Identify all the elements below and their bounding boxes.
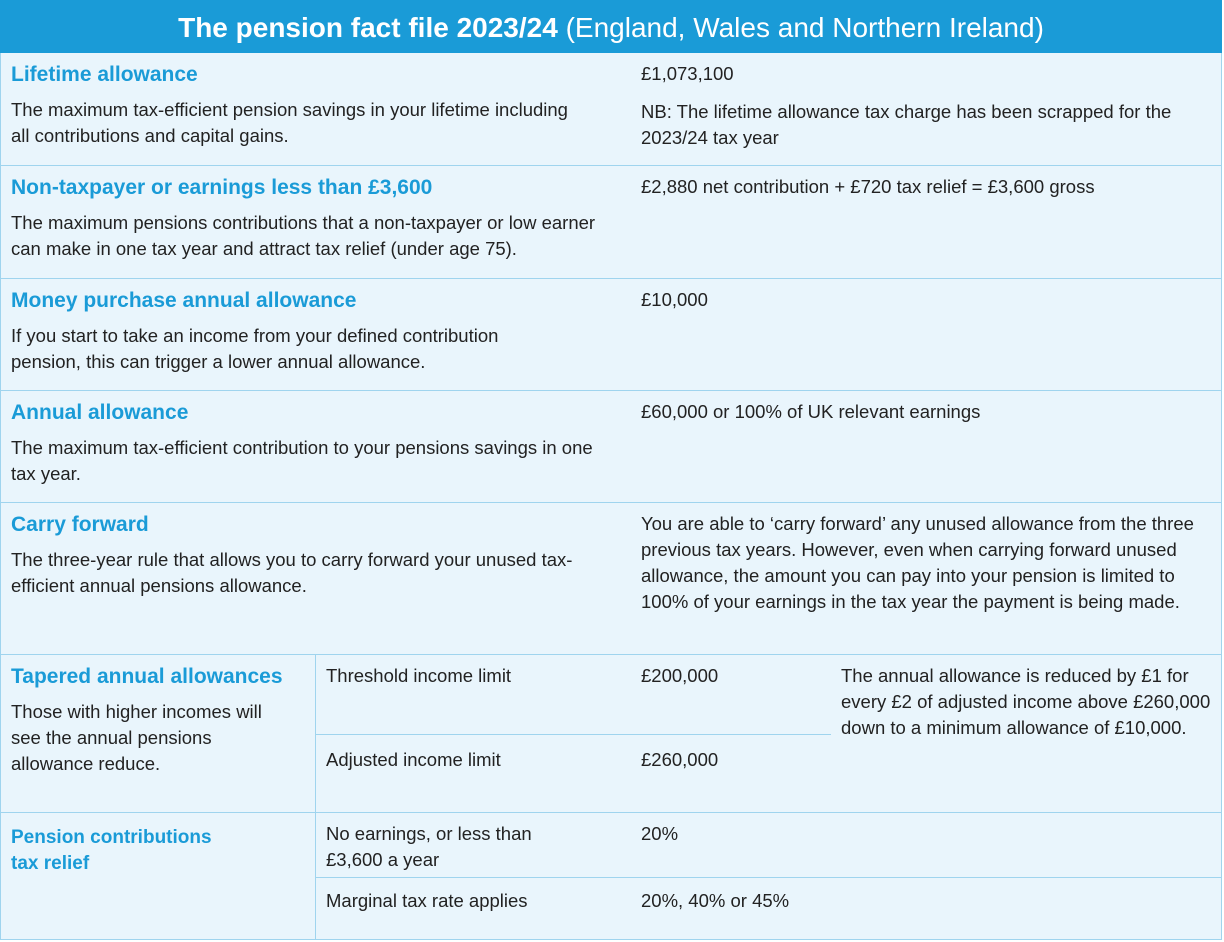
sub-value: 20% — [631, 813, 1222, 878]
row-heading: Money purchase annual allowance — [11, 289, 357, 312]
row-value: £2,880 net contribution + £720 tax relie… — [631, 166, 1222, 279]
row-label: Non-taxpayer or earnings less than £3,60… — [0, 166, 632, 279]
row-description: Those with higher incomes will see the a… — [11, 701, 262, 774]
text: £260,000 — [641, 749, 719, 770]
row-heading: Lifetime allowance — [11, 63, 198, 86]
row-value: £10,000 — [631, 279, 1222, 391]
title: The pension fact file 2023/24 — [178, 12, 558, 43]
row-label: Tapered annual allowances Those with hig… — [0, 655, 316, 813]
row-heading: Pension contributions tax relief — [11, 827, 212, 874]
text: £200,000 — [641, 665, 719, 686]
value: £60,000 or 100% of UK relevant earnings — [641, 401, 981, 422]
sub-value: £260,000 — [631, 735, 832, 813]
row-value: £60,000 or 100% of UK relevant earnings — [631, 391, 1222, 503]
row-heading: Carry forward — [11, 513, 149, 536]
value: You are able to ‘carry forward’ any unus… — [641, 513, 1194, 612]
row-label: Pension contributions tax relief — [0, 813, 316, 940]
row-value: You are able to ‘carry forward’ any unus… — [631, 503, 1222, 655]
text: The annual allowance is reduced by £1 fo… — [841, 665, 1211, 738]
row-description: The maximum tax-efficient pension saving… — [11, 99, 568, 146]
sub-value: 20%, 40% or 45% — [631, 878, 1222, 940]
row-description: The maximum tax-efficient contribution t… — [11, 437, 593, 484]
row-label: Carry forward The three-year rule that a… — [0, 503, 632, 655]
row-heading: Tapered annual allowances — [11, 665, 283, 688]
text: No earnings, or less than £3,600 a year — [326, 823, 532, 870]
sub-value: £200,000 — [631, 655, 832, 735]
sub-label: Adjusted income limit — [316, 735, 632, 813]
row-description: The maximum pensions contributions that … — [11, 212, 596, 259]
row-value: £1,073,100 NB: The lifetime allowance ta… — [631, 53, 1222, 166]
text: Threshold income limit — [326, 665, 512, 686]
row-description: If you start to take an income from your… — [11, 325, 499, 372]
value: £1,073,100 — [641, 63, 734, 84]
tapered-note: The annual allowance is reduced by £1 fo… — [831, 655, 1222, 813]
value: £10,000 — [641, 289, 708, 310]
row-label: Money purchase annual allowance If you s… — [0, 279, 632, 391]
row-heading: Non-taxpayer or earnings less than £3,60… — [11, 176, 433, 199]
text: 20%, 40% or 45% — [641, 890, 790, 911]
subtitle: (England, Wales and Northern Ireland) — [565, 12, 1044, 43]
value: £2,880 net contribution + £720 tax relie… — [641, 176, 1095, 197]
text: Marginal tax rate applies — [326, 890, 528, 911]
sub-label: Threshold income limit — [316, 655, 632, 735]
note: NB: The lifetime allowance tax charge ha… — [641, 101, 1172, 148]
row-description: The three-year rule that allows you to c… — [11, 549, 573, 596]
text: 20% — [641, 823, 679, 844]
header: The pension fact file 2023/24 (England, … — [0, 0, 1222, 53]
sub-label: Marginal tax rate applies — [316, 878, 632, 940]
sub-label: No earnings, or less than £3,600 a year — [316, 813, 632, 878]
row-label: Lifetime allowance The maximum tax-effic… — [0, 53, 632, 166]
row-label: Annual allowance The maximum tax-efficie… — [0, 391, 632, 503]
text: Adjusted income limit — [326, 749, 501, 770]
row-heading: Annual allowance — [11, 401, 189, 424]
